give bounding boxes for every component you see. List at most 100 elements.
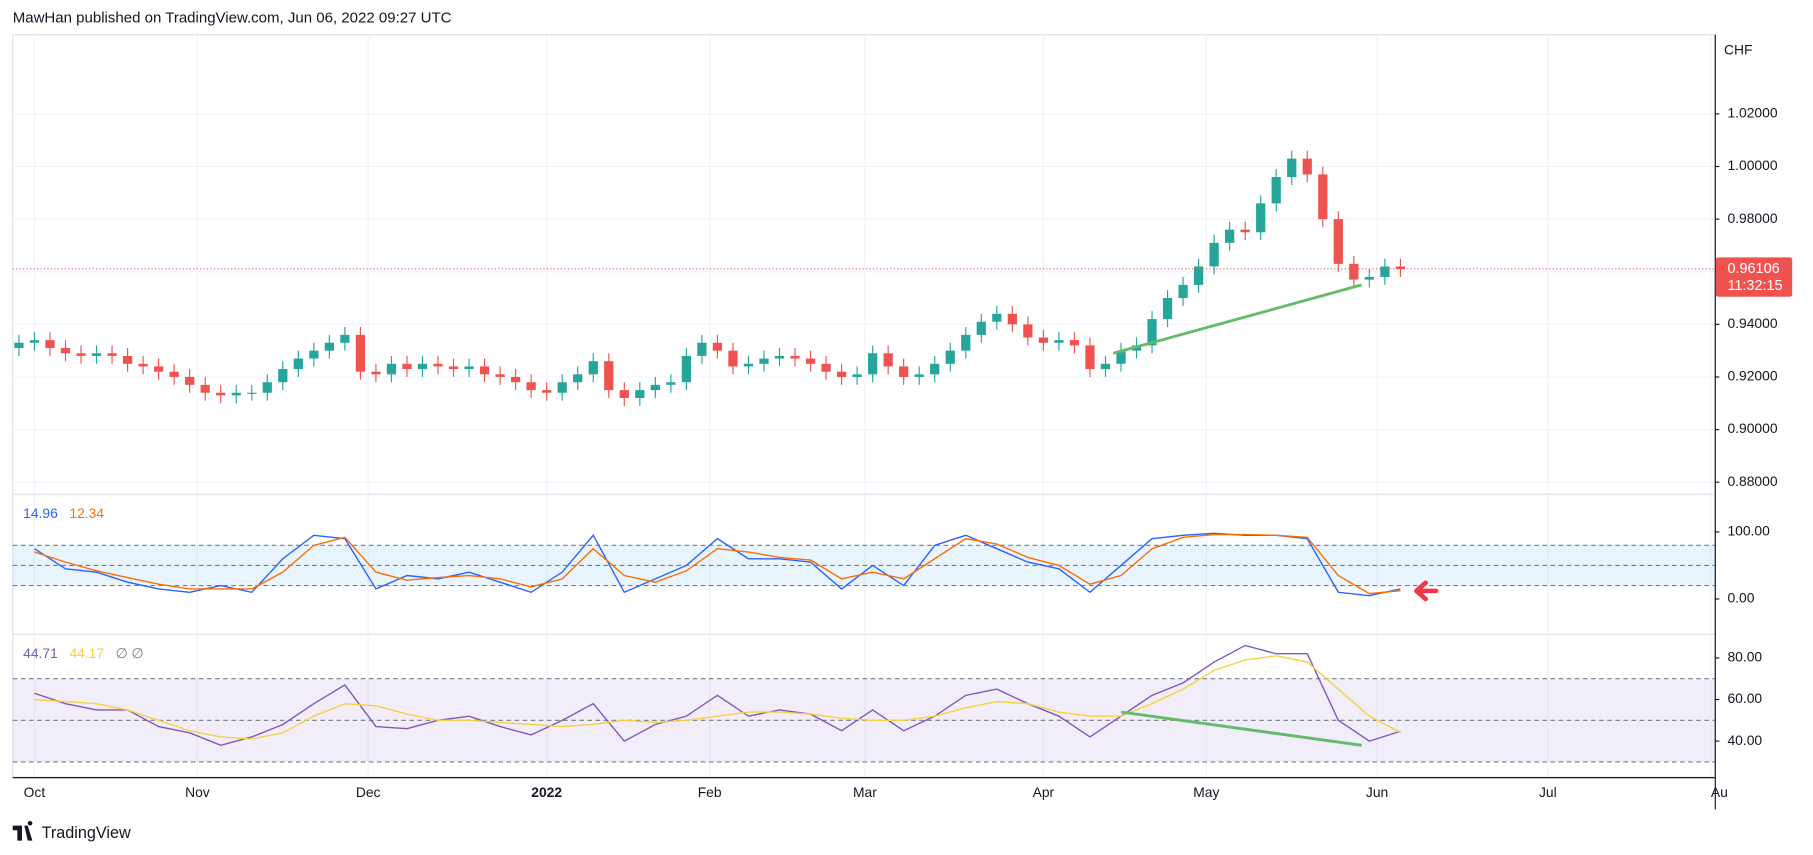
candle-body: [1023, 324, 1033, 338]
candle-body: [1364, 276, 1374, 280]
candle-body: [743, 363, 754, 367]
arrow-annotation: [1414, 580, 1439, 602]
candle-body: [588, 361, 598, 375]
candle-body: [759, 358, 769, 364]
indicator-extra: ∅ ∅: [116, 645, 144, 661]
candle-body: [154, 366, 164, 372]
y-tick-label: 40.00: [1727, 732, 1762, 748]
candle-body: [169, 371, 179, 377]
candle-body: [899, 366, 909, 377]
candle-body: [1318, 174, 1328, 220]
x-tick-label: Mar: [853, 784, 877, 800]
candle-body: [355, 334, 366, 372]
candle-body: [293, 358, 303, 370]
x-tick-label: Jun: [1366, 784, 1388, 800]
y-tick-label: 60.00: [1727, 690, 1762, 706]
y-tick-label: 1.00000: [1727, 157, 1777, 173]
indicator-line: [34, 533, 1401, 595]
candle-body: [402, 363, 412, 370]
tradingview-logo: TradingView: [12, 820, 131, 842]
y-tick-label: 0.98000: [1727, 210, 1777, 226]
candle-body: [619, 390, 629, 399]
candle-body: [1162, 298, 1173, 320]
candle-body: [14, 342, 24, 349]
candle-body: [60, 348, 71, 354]
trendline: [1120, 710, 1362, 747]
candle-body: [868, 353, 878, 375]
candle-body: [1271, 177, 1281, 204]
candle-body: [712, 342, 723, 351]
candle-body: [883, 353, 893, 367]
indicator-value: 12.34: [69, 505, 104, 521]
candle-body: [1100, 363, 1111, 370]
candle-body: [309, 350, 319, 359]
x-tick-label: Oct: [24, 784, 46, 800]
candle-body: [1225, 229, 1235, 243]
candle-body: [1085, 345, 1095, 370]
x-tick-label: Apr: [1033, 784, 1055, 800]
candle-body: [961, 334, 971, 351]
y-tick-label: 0.88000: [1727, 473, 1777, 489]
candle-body: [635, 390, 645, 399]
y-tick-label: 0.90000: [1727, 420, 1777, 436]
candle-body: [1287, 158, 1297, 178]
candle-body: [1178, 284, 1188, 299]
candle-body: [650, 384, 660, 391]
candle-body: [1380, 266, 1390, 277]
candle-body: [992, 313, 1002, 322]
brand-name: TradingView: [42, 824, 131, 842]
candle-body: [1395, 266, 1406, 270]
candle-body: [448, 366, 459, 370]
last-price-box: [1715, 257, 1793, 297]
candle-body: [138, 363, 148, 367]
indicator-value: 14.96: [23, 505, 58, 521]
candle-body: [681, 355, 692, 383]
candle-body: [511, 376, 521, 383]
candle-body: [122, 355, 133, 364]
x-tick-label: Jul: [1539, 784, 1557, 800]
candle-body: [1147, 319, 1157, 346]
candle-body: [45, 340, 55, 349]
candle-body: [324, 342, 334, 351]
candle-body: [697, 342, 707, 356]
publish-header: MawHan published on TradingView.com, Jun…: [13, 10, 452, 27]
candle-body: [836, 371, 847, 377]
candle-body: [573, 374, 583, 383]
trendline: [1112, 283, 1362, 355]
candle-body: [852, 374, 862, 377]
candle-body: [1209, 242, 1219, 267]
candle-body: [262, 382, 272, 393]
logo-icon: [12, 820, 33, 841]
candle-body: [278, 369, 288, 383]
candle-body: [76, 353, 86, 356]
candle-body: [464, 366, 474, 370]
currency-label: CHF: [1724, 42, 1752, 58]
candle-body: [107, 353, 117, 356]
panes: 0.880000.900000.920000.940000.960000.980…: [12, 34, 1793, 800]
candle-body: [91, 353, 102, 356]
candle-body: [914, 374, 924, 377]
x-tick-label: Feb: [698, 784, 722, 800]
y-tick-label: 0.00: [1727, 590, 1754, 606]
x-tick-label: May: [1193, 784, 1219, 800]
y-tick-label: 80.00: [1727, 649, 1762, 665]
indicator-line: [34, 644, 1401, 747]
indicator-value: 44.71: [23, 645, 58, 661]
candle-body: [200, 384, 210, 393]
candle-body: [1240, 229, 1250, 233]
candle-body: [1038, 337, 1049, 343]
candle-body: [495, 374, 505, 377]
candle-body: [774, 355, 785, 359]
candle-body: [930, 363, 940, 375]
candle-body: [1193, 266, 1204, 285]
y-tick-label: 0.92000: [1727, 368, 1777, 384]
candle-body: [805, 358, 816, 364]
x-tick-label: Au: [1711, 784, 1728, 800]
candle-body: [1333, 219, 1343, 264]
candle-body: [1007, 313, 1017, 325]
candle-body: [231, 392, 241, 396]
candle-body: [542, 390, 552, 393]
candle-body: [1069, 340, 1080, 346]
candle-body: [340, 334, 350, 343]
candle-body: [1349, 263, 1359, 280]
